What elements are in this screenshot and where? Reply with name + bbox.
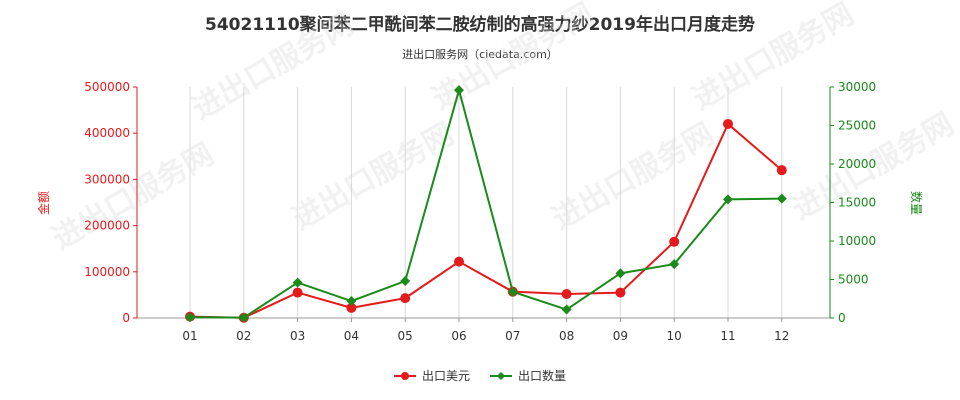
series-point-2 — [400, 276, 411, 287]
left-tick-label: 200000 — [84, 219, 130, 233]
series-point-2 — [346, 296, 357, 307]
legend: 出口美元 出口数量 — [394, 368, 566, 383]
series-layer — [185, 85, 787, 323]
x-tick-label: 12 — [774, 329, 789, 343]
series-point-2 — [238, 312, 249, 323]
axes: 01 02 03 04 05 06 07 08 09 10 11 120100000200000300… — [36, 80, 924, 343]
series-point-2 — [292, 277, 303, 288]
x-tick-label: 01 — [182, 329, 197, 343]
series-point-1 — [561, 288, 572, 299]
left-tick-label: 300000 — [84, 172, 130, 186]
legend-marker-2 — [497, 372, 505, 380]
chart-subtitle: 进出口服务网（ciedata.com） — [402, 48, 558, 61]
legend-label-2: 出口数量 — [518, 368, 566, 383]
series-point-1 — [292, 287, 303, 298]
watermark-text: 进出口服务网 — [547, 117, 720, 237]
series-point-2 — [669, 259, 680, 270]
series-point-2 — [776, 193, 787, 204]
series-point-2 — [723, 194, 733, 205]
series-point-1 — [669, 236, 680, 247]
x-tick-label: 03 — [290, 329, 305, 343]
watermark-text: 进出口服务网 — [687, 0, 860, 117]
x-tick-label: 11 — [720, 329, 735, 343]
x-tick-label: 09 — [613, 329, 628, 343]
left-tick-label: 400000 — [84, 126, 130, 140]
legend-marker-1 — [401, 372, 409, 380]
series-point-2 — [507, 286, 518, 297]
x-tick-label: 04 — [344, 329, 359, 343]
series-point-1 — [400, 293, 411, 304]
right-tick-label: 0 — [838, 311, 846, 325]
watermark-text: 进出口服务网 — [47, 137, 220, 257]
watermark-text: 进出口服务网 — [187, 7, 360, 127]
right-tick-label: 30000 — [838, 80, 876, 94]
right-tick-label: 25000 — [838, 119, 876, 133]
series-point-1 — [615, 287, 626, 298]
series-point-2 — [561, 304, 572, 315]
x-tick-label: 10 — [667, 329, 682, 343]
series-point-2 — [615, 268, 626, 279]
series-line-1 — [189, 122, 783, 319]
left-tick-label: 0 — [122, 311, 130, 325]
series-point-2 — [454, 85, 464, 96]
series-point-1 — [346, 302, 357, 313]
right-tick-label: 5000 — [838, 273, 869, 287]
series-line-2 — [189, 86, 782, 319]
right-tick-label: 20000 — [838, 157, 876, 171]
left-axis-title: 金额 — [36, 191, 51, 215]
x-tick-label: 02 — [236, 329, 251, 343]
right-axis-title: 数量 — [909, 191, 924, 215]
x-tick-label: 06 — [451, 329, 466, 343]
x-tick-label: 07 — [505, 329, 520, 343]
series-point-1 — [723, 118, 733, 129]
series-point-1 — [776, 165, 787, 176]
left-tick-label: 500000 — [84, 80, 130, 94]
right-tick-label: 10000 — [838, 234, 876, 248]
chart-title: 54021110聚间苯二甲酰间苯二胺纺制的高强力纱2019年出口月度走势 — [205, 15, 755, 35]
series-point-2 — [185, 312, 195, 323]
right-tick-label: 15000 — [838, 196, 876, 210]
series-point-1 — [454, 256, 464, 267]
legend-label-1: 出口美元 — [422, 369, 470, 383]
left-tick-label: 100000 — [84, 265, 130, 279]
x-tick-label: 05 — [398, 329, 413, 343]
x-tick-label: 08 — [559, 329, 574, 343]
